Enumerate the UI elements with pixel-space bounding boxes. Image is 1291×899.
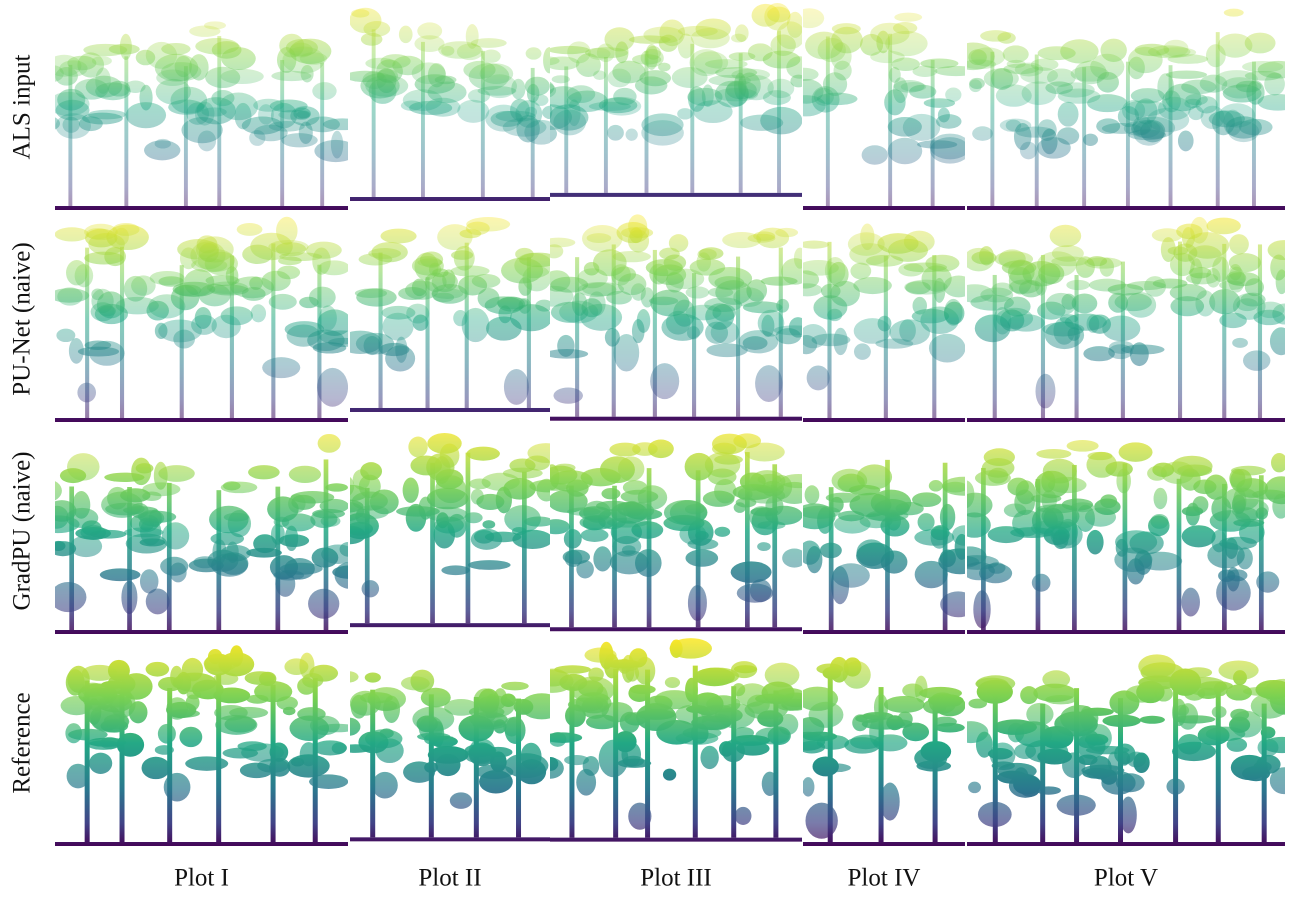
row-label: ALS input	[9, 55, 36, 160]
point-cloud-panel	[550, 426, 802, 636]
point-cloud-panel	[967, 638, 1285, 848]
column-label: Plot IV	[848, 865, 921, 892]
point-cloud-panel	[350, 214, 550, 424]
row-label: GradPU (naive)	[9, 452, 36, 611]
point-cloud-panel	[55, 214, 348, 424]
point-cloud-panel	[803, 638, 965, 848]
point-cloud-panel	[967, 2, 1285, 212]
row-label: PU-Net (naive)	[9, 242, 36, 395]
column-label: Plot II	[418, 865, 481, 892]
point-cloud-panel	[803, 214, 965, 424]
point-cloud-panel	[967, 214, 1285, 424]
point-cloud-panel	[350, 638, 550, 848]
column-label: Plot V	[1094, 865, 1158, 892]
column-label: Plot III	[640, 865, 712, 892]
figure: ALS input PU-Net (naive) GradPU (naive) Ref…	[0, 0, 1291, 899]
point-cloud-panel	[55, 2, 348, 212]
point-cloud-panel	[967, 426, 1285, 636]
point-cloud-panel	[803, 426, 965, 636]
point-cloud-panel	[55, 426, 348, 636]
point-cloud-panel	[550, 214, 802, 424]
point-cloud-panel	[550, 2, 802, 212]
column-label: Plot I	[174, 865, 229, 892]
point-cloud-panel	[350, 2, 550, 212]
row-label: Reference	[9, 692, 36, 793]
point-cloud-panel	[803, 2, 965, 212]
point-cloud-panel	[55, 638, 348, 848]
point-cloud-panel	[550, 638, 802, 848]
point-cloud-panel	[350, 426, 550, 636]
